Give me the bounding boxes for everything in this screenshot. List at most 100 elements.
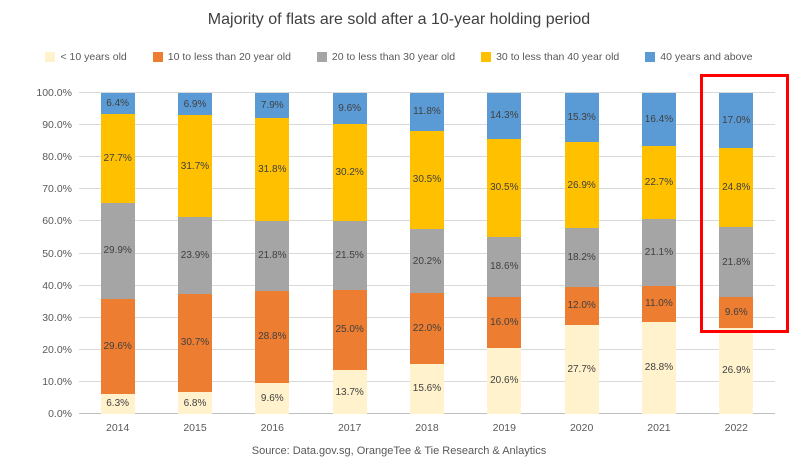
bar-segment: 6.3% <box>100 393 135 414</box>
bar-slot-2021: 28.8% 11.0% 21.1% 22.7% 16.4% <box>620 93 697 414</box>
bar-segment-label: 30.2% <box>335 166 364 178</box>
stacked-bar-2016: 9.6% 28.8% 21.8% 31.8% 7.9% <box>255 93 290 414</box>
y-axis-label: 100.0% <box>36 87 72 99</box>
x-axis-labels: 2014 2015 2016 2017 2018 2019 2020 2021 2022 <box>79 422 775 434</box>
bar-segment-label: 21.1% <box>644 246 674 258</box>
bar-segment: 28.8% <box>641 321 676 414</box>
bar-segment: 30.7% <box>177 293 212 393</box>
bar-segment-label: 12.0% <box>567 300 596 312</box>
stacked-bar-2017: 13.7% 25.0% 21.5% 30.2% 9.6% <box>332 93 367 414</box>
chart-title: Majority of flats are sold after a 10-ye… <box>207 11 591 28</box>
legend-swatch-icon <box>152 52 163 62</box>
bar-segment-label: 9.6% <box>338 102 362 114</box>
bar-segment: 6.9% <box>177 93 212 116</box>
bar-slot-2015: 6.8% 30.7% 23.9% 31.7% 6.9% <box>156 93 233 414</box>
bar-segment: 15.6% <box>409 363 444 414</box>
bar-segment-label: 11.0% <box>645 298 673 310</box>
bar-segment-label: 7.9% <box>260 100 284 112</box>
bar-segment-label: 15.3% <box>567 112 596 124</box>
bar-segment-label: 22.0% <box>412 323 442 335</box>
bar-segment: 26.9% <box>719 327 754 414</box>
bar-segment: 20.2% <box>409 228 444 294</box>
y-axis-label: 70.0% <box>42 183 72 196</box>
legend-swatch-icon <box>45 52 56 62</box>
bar-segment-label: 26.9% <box>722 365 751 377</box>
bar-segment-label: 18.2% <box>567 252 596 264</box>
bar-segment: 7.9% <box>255 93 290 119</box>
bar-segment-label: 29.6% <box>103 340 132 352</box>
bar-segment: 22.7% <box>641 145 676 219</box>
bar-segment-label: 6.3% <box>106 398 130 410</box>
stacked-bar-2020: 27.7% 12.0% 18.2% 26.9% 15.3% <box>564 93 599 414</box>
bar-segment: 16.0% <box>487 296 522 348</box>
bar-slot-2016: 9.6% 28.8% 21.8% 31.8% 7.9% <box>234 93 311 414</box>
bar-segment: 20.6% <box>487 347 522 414</box>
bar-segment: 21.1% <box>641 218 676 287</box>
bar-segment-label: 31.8% <box>258 163 287 175</box>
bar-segment-label: 20.2% <box>412 255 442 267</box>
bar-segment: 16.4% <box>641 93 676 146</box>
source-line: Source: Data.gov.sg, OrangeTee & Tie Res… <box>251 445 547 457</box>
y-axis-label: 80.0% <box>42 151 72 164</box>
bar-segment-label: 22.7% <box>644 176 674 188</box>
x-axis-label: 2018 <box>415 422 439 434</box>
bar-slot-2022: 26.9% 9.6% 21.8% 24.8% 17.0% <box>698 93 775 414</box>
legend-label: 20 to less than 30 year old <box>331 51 456 63</box>
bar-segment-label: 31.7% <box>180 160 210 172</box>
bar-segment-label: 28.8% <box>258 331 287 343</box>
legend-swatch-icon <box>645 52 656 62</box>
legend-item: 20 to less than 30 year old <box>316 51 456 63</box>
y-axis-label: 40.0% <box>42 279 72 292</box>
x-axis-label: 2017 <box>337 422 362 434</box>
y-axis-label: 50.0% <box>42 247 72 260</box>
bar-segment-label: 6.4% <box>106 97 130 109</box>
bar-segment-label: 21.8% <box>722 256 751 268</box>
bar-segment: 21.8% <box>255 220 290 291</box>
legend-item: 10 to less than 20 year old <box>152 51 291 63</box>
bar-segment-label: 17.0% <box>722 114 751 126</box>
plot-area: 6.3% 29.6% 29.9% 27.7% 6.4% 6.8% 30.7% 23.9% 31.… <box>79 92 775 414</box>
legend-swatch-icon <box>316 52 327 62</box>
bar-segment: 18.2% <box>564 228 599 287</box>
bar-segment: 6.8% <box>177 392 212 414</box>
bar-segment-label: 21.5% <box>335 249 364 261</box>
legend-label: 30 to less than 40 year old <box>496 51 620 63</box>
legend: < 10 years old 10 to less than 20 year ol… <box>0 51 798 63</box>
bar-segment: 17.0% <box>719 93 754 148</box>
x-axis-label: 2014 <box>105 422 130 434</box>
y-axis-label: 90.0% <box>42 119 72 132</box>
y-axis-label: 20.0% <box>42 343 72 356</box>
bar-segment: 26.9% <box>564 142 599 229</box>
legend-item: 30 to less than 40 year old <box>481 51 619 63</box>
bar-segment-label: 29.9% <box>103 245 132 257</box>
bar-segment-label: 23.9% <box>180 249 210 261</box>
bar-segment-label: 16.4% <box>644 113 674 125</box>
bar-segment-label: 16.0% <box>490 316 519 328</box>
bar-segment-label: 27.7% <box>567 364 596 376</box>
stacked-bar-2021: 28.8% 11.0% 21.1% 22.7% 16.4% <box>641 93 676 414</box>
bar-segment-label: 9.6% <box>724 306 748 318</box>
x-axis-label: 2016 <box>260 422 284 434</box>
gridline <box>79 92 775 93</box>
bar-segment: 21.5% <box>332 220 367 290</box>
bar-segment-label: 30.5% <box>412 174 442 186</box>
bar-segment-label: 9.6% <box>260 393 284 405</box>
bar-slot-2014: 6.3% 29.6% 29.9% 27.7% 6.4% <box>79 93 156 414</box>
bar-segment: 13.7% <box>332 370 367 414</box>
bars: 6.3% 29.6% 29.9% 27.7% 6.4% 6.8% 30.7% 23.9% 31.… <box>79 93 775 414</box>
bar-segment: 11.8% <box>409 93 444 131</box>
bar-segment-label: 24.8% <box>722 181 751 193</box>
stacked-bar-2015: 6.8% 30.7% 23.9% 31.7% 6.9% <box>177 93 212 414</box>
bar-segment: 9.6% <box>332 93 367 124</box>
x-axis-label: 2022 <box>724 422 748 434</box>
stacked-bar-2019: 20.6% 16.0% 18.6% 30.5% 14.3% <box>487 93 522 414</box>
legend-item: < 10 years old <box>45 51 127 63</box>
bar-segment-label: 21.8% <box>258 250 287 262</box>
bar-segment: 23.9% <box>177 216 212 294</box>
bar-segment-label: 20.6% <box>490 375 519 387</box>
bar-segment-label: 26.9% <box>567 179 596 191</box>
y-axis-label: 30.0% <box>42 311 72 324</box>
bar-segment-label: 30.5% <box>490 182 519 194</box>
bar-segment: 24.8% <box>719 147 754 228</box>
